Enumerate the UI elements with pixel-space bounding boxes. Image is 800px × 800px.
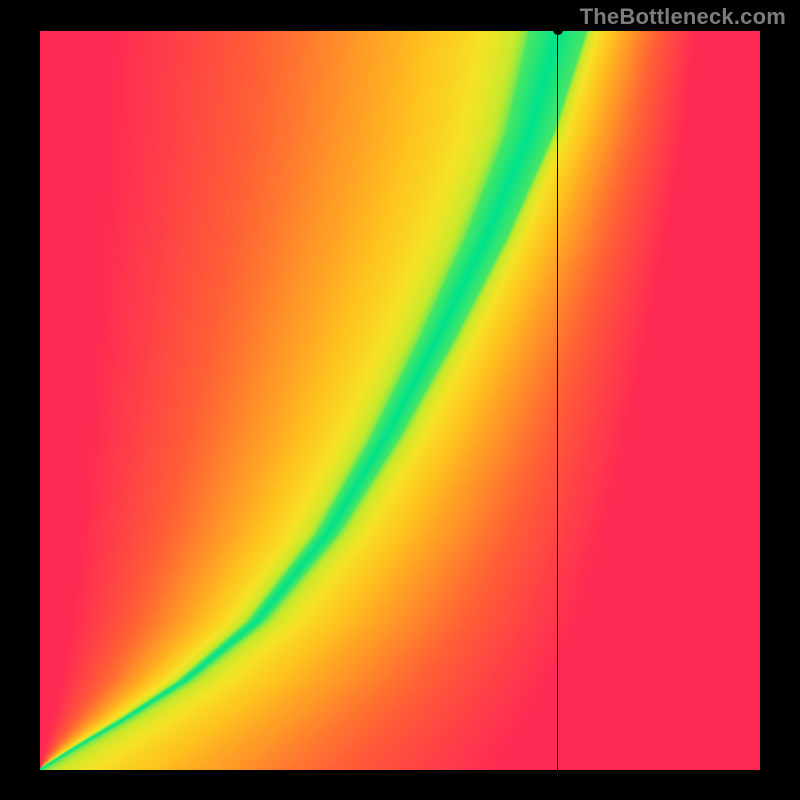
heatmap-canvas bbox=[40, 30, 760, 770]
chart-container: TheBottleneck.com bbox=[0, 0, 800, 800]
watermark-text: TheBottleneck.com bbox=[580, 4, 786, 30]
plot-area bbox=[40, 30, 760, 770]
